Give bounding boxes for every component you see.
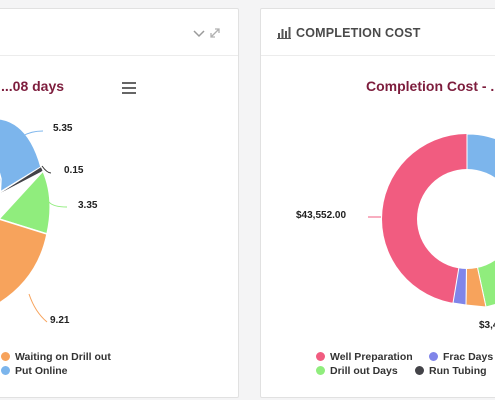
pie-slice-waiting-drill-out [0, 218, 48, 304]
legend-label: Waiting on Drill out [15, 351, 111, 363]
legend-item[interactable]: Put Online [1, 365, 68, 377]
legend-dot [316, 352, 325, 361]
panel-title: COMPLETION COST [296, 26, 421, 40]
days-pie-chart [0, 118, 68, 323]
chart-title: ...08 days [1, 78, 65, 94]
expand-icon[interactable] [208, 26, 222, 40]
data-label: 9.21 [50, 315, 70, 326]
legend-item[interactable]: Drill out Days [316, 365, 398, 377]
legend-label: Drill out Days [330, 365, 398, 377]
panel-header [0, 9, 238, 56]
legend-label: Put Online [15, 365, 68, 377]
legend-dot [1, 352, 10, 361]
panel-header: COMPLETION COST [261, 9, 495, 56]
data-label: 5.35 [53, 123, 73, 134]
data-label: 3.35 [78, 200, 98, 211]
chevron-down-icon[interactable] [192, 26, 206, 40]
legend-label: Well Preparation [330, 351, 413, 363]
legend-label: Frac Days [443, 351, 494, 363]
pie-slice-unknown [0, 172, 2, 215]
donut-hole [417, 169, 495, 269]
legend-label: Run Tubing [429, 365, 487, 377]
hamburger-icon[interactable] [122, 82, 136, 94]
legend-item[interactable]: Well Preparation [316, 351, 413, 363]
legend-item[interactable]: Waiting on Drill out [1, 351, 111, 363]
legend-dot [415, 366, 424, 375]
days-chart-panel: ...08 days 5.35 0.15 3.35 9.21 Waiting o… [0, 8, 239, 398]
bar-chart-icon [277, 27, 291, 39]
legend-item[interactable]: Run Tubing [415, 365, 487, 377]
data-label: $3,4... [479, 320, 495, 331]
completion-cost-donut [368, 133, 495, 308]
legend-dot [1, 366, 10, 375]
pie-slice-run-tubing [0, 166, 44, 194]
chart-title: Completion Cost - ... [366, 78, 495, 94]
completion-cost-panel: COMPLETION COST Completion Cost - ... $4… [260, 8, 495, 398]
data-label: $43,552.00 [296, 210, 347, 221]
legend-dot [429, 352, 438, 361]
legend-item[interactable]: Frac Days [429, 351, 493, 363]
legend-dot [316, 366, 325, 375]
data-label: 0.15 [64, 165, 84, 176]
